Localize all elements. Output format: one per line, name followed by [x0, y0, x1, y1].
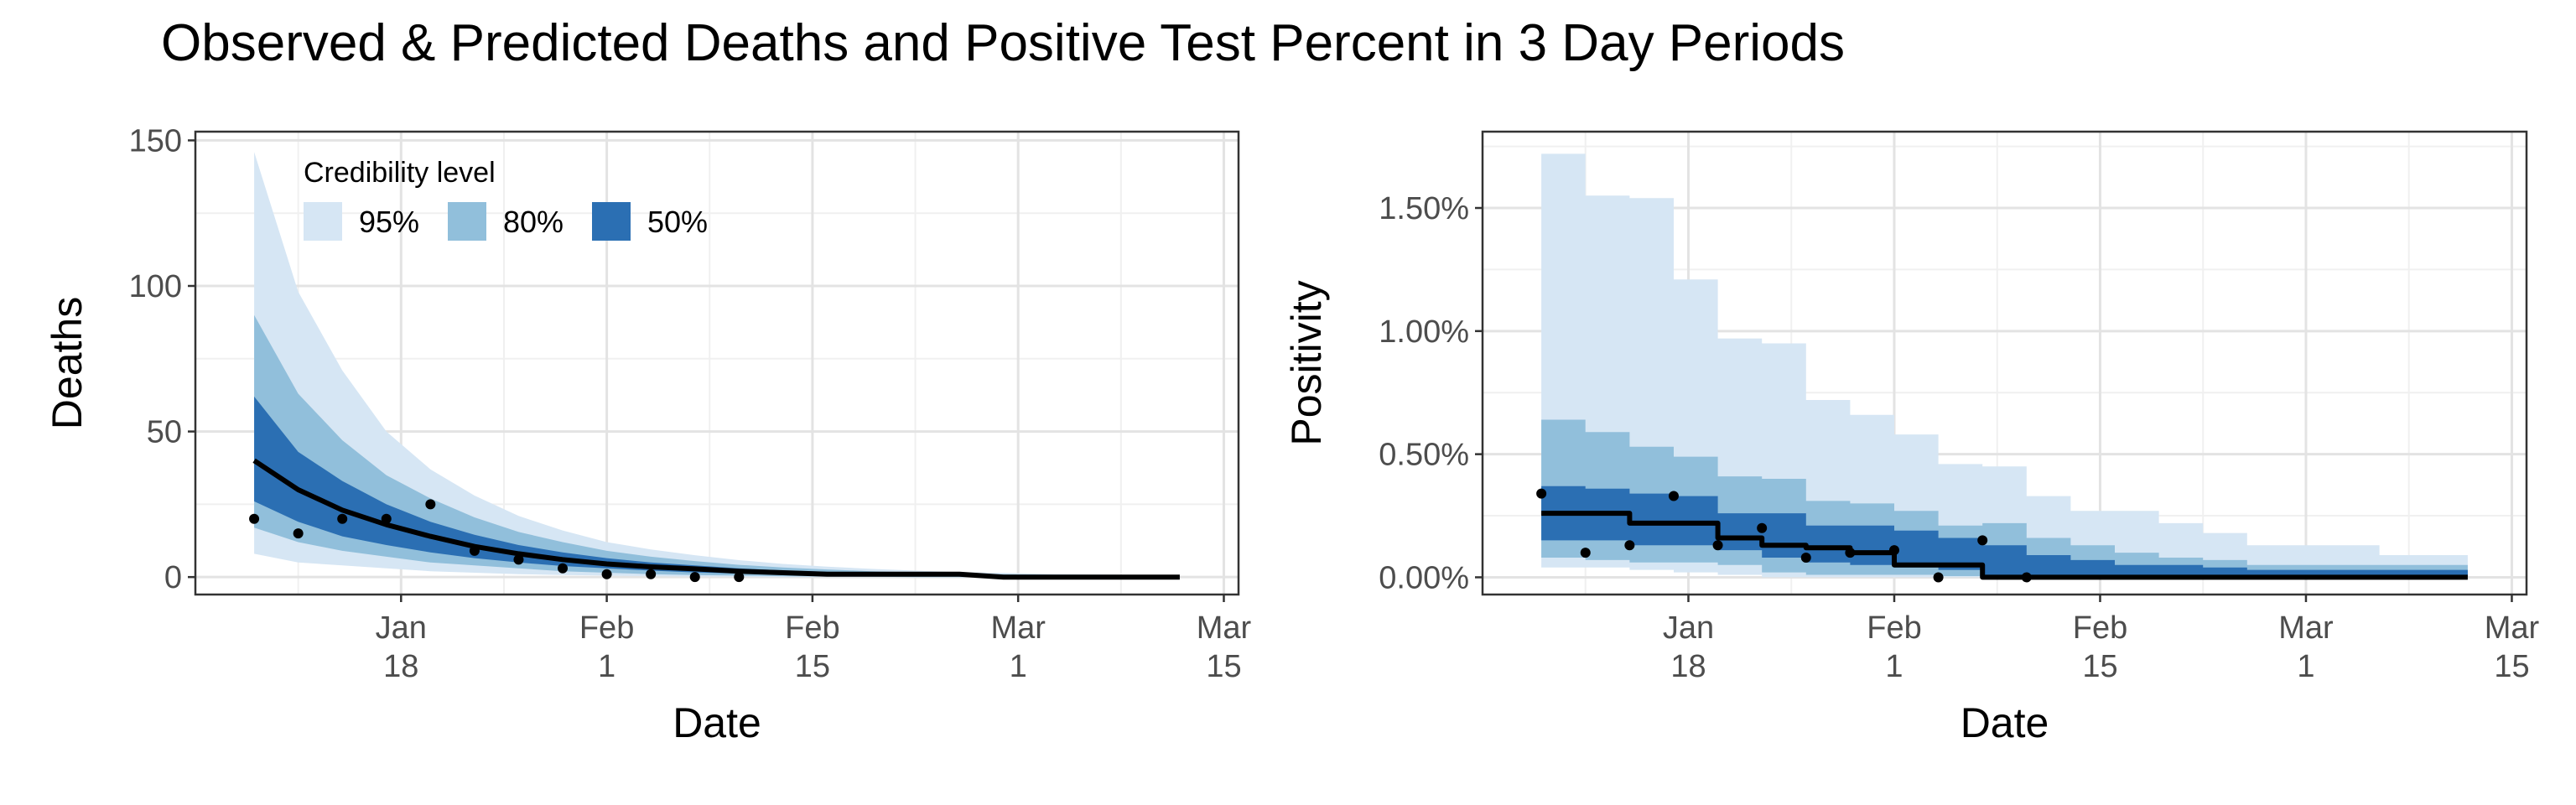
observed-point — [381, 513, 392, 524]
chart-title: Observed & Predicted Deaths and Positive… — [161, 14, 1845, 72]
x-tick-label: 18 — [1670, 649, 1706, 684]
observed-point — [337, 513, 348, 524]
x-tick-label: Mar — [2485, 610, 2540, 646]
y-tick-label: 0.00% — [1379, 560, 1469, 595]
x-tick-label: Feb — [785, 610, 839, 646]
observed-point — [601, 569, 612, 579]
x-tick-label: Feb — [2073, 610, 2127, 646]
panel-border — [194, 130, 1240, 596]
observed-point — [293, 528, 304, 539]
y-axis-title: Positivity — [1283, 280, 1330, 445]
observed-point — [469, 545, 480, 556]
observed-point — [425, 499, 436, 510]
legend-title: Credibility level — [304, 157, 496, 189]
y-tick-label: 0 — [164, 560, 182, 595]
x-tick-label: 15 — [2494, 649, 2529, 684]
x-tick-label: 1 — [598, 649, 615, 684]
band-80 — [254, 314, 1180, 578]
observed-point — [1536, 488, 1547, 499]
panel-border — [1481, 130, 2528, 596]
observed-point — [558, 563, 569, 574]
observed-point — [249, 513, 260, 524]
legend-label: 80% — [503, 205, 564, 239]
positivity-panel: 0.00%0.50%1.00%1.50%Jan18Feb1Feb15Mar1Ma… — [1283, 130, 2540, 746]
band-50 — [1541, 486, 2468, 578]
observed-point — [1757, 522, 1768, 533]
observed-point — [1800, 552, 1811, 563]
observed-point — [1580, 548, 1591, 558]
observed-point — [1888, 545, 1899, 556]
y-tick-label: 50 — [147, 415, 182, 450]
y-axis-title: Deaths — [44, 297, 91, 429]
observed-point — [1977, 535, 1988, 546]
x-tick-label: Feb — [579, 610, 634, 646]
x-tick-label: 18 — [383, 649, 418, 684]
observed-point — [689, 572, 700, 583]
legend-label: 50% — [647, 205, 708, 239]
observed-point — [646, 569, 657, 579]
x-axis-title: Date — [673, 699, 761, 746]
deaths-panel: 050100150Jan18Feb1Feb15Mar1Mar15DateDeat… — [44, 123, 1252, 746]
x-tick-label: 15 — [1206, 649, 1241, 684]
legend-swatch — [448, 202, 486, 241]
x-tick-label: Feb — [1867, 610, 1921, 646]
x-tick-label: 15 — [795, 649, 830, 684]
x-tick-label: 15 — [2082, 649, 2117, 684]
observed-point — [2021, 572, 2032, 583]
x-tick-label: 1 — [2297, 649, 2314, 684]
x-tick-label: 1 — [1010, 649, 1027, 684]
predicted-line — [1541, 511, 2468, 580]
legend-swatch — [592, 202, 631, 241]
legend-label: 95% — [359, 205, 419, 239]
band-95 — [1541, 153, 2468, 578]
y-tick-label: 1.50% — [1379, 191, 1469, 226]
observed-point — [1624, 540, 1635, 551]
y-tick-label: 0.50% — [1379, 438, 1469, 473]
x-tick-label: Jan — [376, 610, 427, 646]
x-tick-label: Mar — [990, 610, 1046, 646]
x-tick-label: Mar — [2278, 610, 2334, 646]
y-tick-label: 100 — [129, 269, 182, 304]
observed-point — [1933, 572, 1944, 583]
observed-point — [1668, 491, 1679, 501]
x-axis-title: Date — [1961, 699, 2049, 746]
observed-point — [1712, 540, 1723, 551]
observed-point — [1845, 548, 1856, 558]
legend-swatch — [304, 202, 342, 241]
x-tick-label: 1 — [1885, 649, 1903, 684]
x-tick-label: Jan — [1663, 610, 1714, 646]
observed-point — [734, 572, 745, 583]
x-tick-label: Mar — [1197, 610, 1252, 646]
y-tick-label: 150 — [129, 123, 182, 158]
observed-point — [513, 554, 524, 565]
y-tick-label: 1.00% — [1379, 314, 1469, 350]
predicted-line — [252, 458, 1180, 580]
